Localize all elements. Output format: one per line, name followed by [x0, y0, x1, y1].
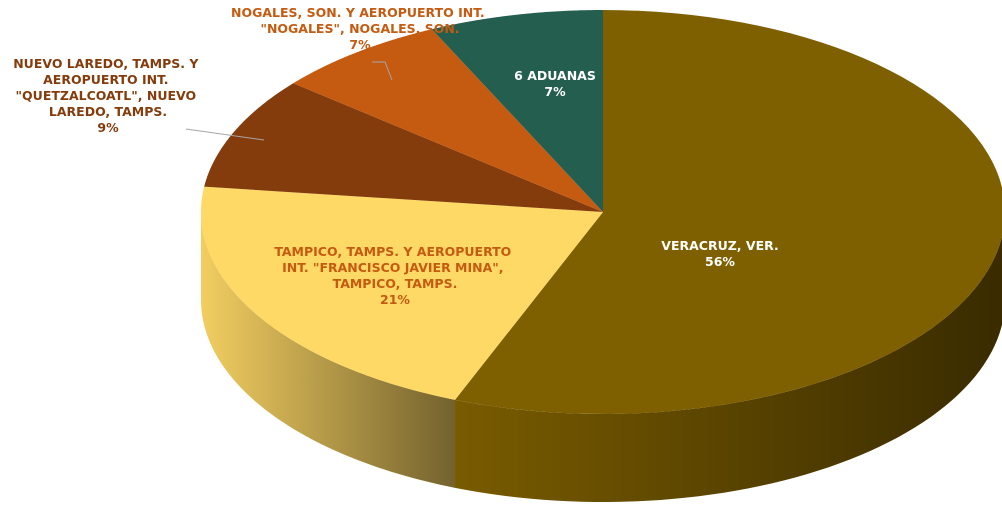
value-label: 56%	[705, 254, 735, 269]
slice	[204, 83, 603, 212]
category-label: NUEVO LAREDO, TAMPS. Y AEROPUERTO INT. "…	[13, 56, 203, 119]
leader-line	[185, 128, 265, 141]
slice	[293, 29, 603, 213]
value-label: 7%	[544, 84, 566, 99]
slice	[455, 10, 1002, 414]
value-label: 7%	[349, 37, 371, 52]
value-label: 21%	[380, 292, 410, 307]
category-label: TAMPICO, TAMPS. Y AEROPUERTO INT. "FRANC…	[274, 244, 515, 291]
slice	[431, 10, 603, 212]
value-label: 9%	[97, 120, 119, 135]
category-label: 6 ADUANAS	[514, 68, 596, 83]
leader-line	[372, 61, 393, 81]
category-label: VERACRUZ, VER.	[661, 238, 778, 253]
category-label: NOGALES, SON. Y AEROPUERTO INT. "NOGALES…	[231, 5, 489, 36]
slice	[201, 186, 603, 400]
